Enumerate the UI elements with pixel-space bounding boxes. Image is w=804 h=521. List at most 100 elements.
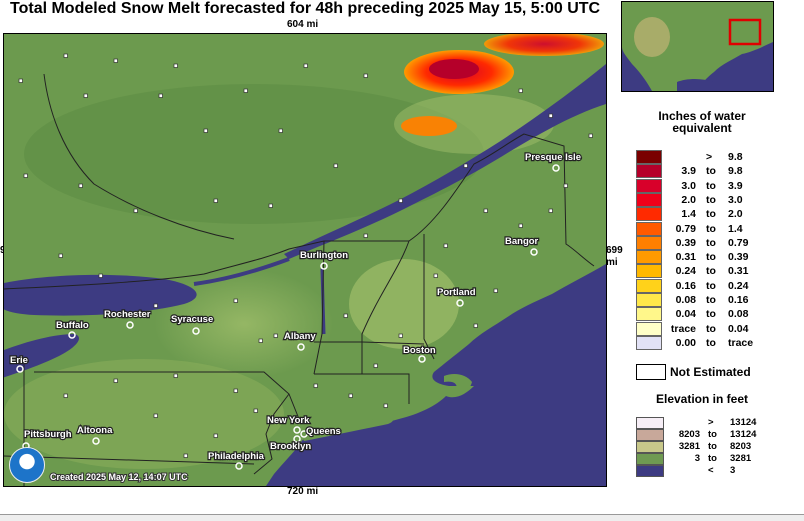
not-estimated-label: Not Estimated [670, 365, 751, 379]
legend-swatch [636, 164, 662, 179]
station-marker [23, 173, 28, 178]
snow-melt-map[interactable]: Presque Isle Bangor Burlington Portland … [3, 33, 607, 487]
station-marker [78, 183, 83, 188]
elevation-row: >13124 [636, 417, 804, 429]
locator-inset-map [621, 1, 774, 92]
station-marker [158, 93, 163, 98]
legend-row: 0.31 to 0.39 [636, 250, 804, 265]
station-marker [548, 208, 553, 213]
elevation-high-value: 13124 [730, 417, 757, 428]
st-lawrence-river [284, 64, 606, 259]
city-dot-new-york [293, 426, 301, 434]
station-marker [588, 133, 593, 138]
ny-vt-border [313, 240, 325, 375]
station-marker [313, 383, 318, 388]
inset-region-box [728, 18, 762, 46]
station-marker [83, 93, 88, 98]
legend-low-value: trace [670, 322, 696, 335]
station-marker [203, 128, 208, 133]
legend-swatch [636, 192, 662, 207]
legend-separator: to [706, 179, 716, 192]
right-distance-label: 699 mi [606, 245, 623, 268]
vt-nh-border [361, 240, 410, 374]
station-marker [363, 73, 368, 78]
legend-swatch [636, 278, 662, 293]
station-marker [518, 223, 523, 228]
snowmelt-patch-laurentides [401, 116, 457, 136]
nh-me-border [423, 234, 435, 360]
legend-row: trace to 0.04 [636, 321, 804, 336]
legend-low-value: 0.08 [675, 294, 696, 306]
map-title: Total Modeled Snow Melt forecasted for 4… [10, 0, 601, 17]
station-marker [483, 208, 488, 213]
station-marker [343, 313, 348, 318]
legend-separator: to [706, 222, 716, 235]
legend-high-value: 3.0 [728, 193, 743, 206]
elevation-high-value: 13124 [730, 429, 757, 440]
elevation-separator: > [708, 417, 714, 428]
station-marker [278, 128, 283, 133]
bottom-distance-label: 720 mi [287, 486, 319, 497]
city-label-buffalo: Buffalo [56, 320, 89, 331]
elevation-low-value: 8203 [678, 429, 700, 440]
station-marker [373, 363, 378, 368]
station-marker [113, 58, 118, 63]
legend-low-value: 2.0 [681, 193, 696, 206]
station-marker [383, 403, 388, 408]
city-label-boston: Boston [403, 345, 436, 356]
station-marker [98, 273, 103, 278]
legend-row: 0.08 to 0.16 [636, 293, 804, 307]
elevation-separator: to [708, 453, 717, 464]
station-marker [303, 63, 308, 68]
lake-ontario [4, 274, 197, 316]
legend-low-value: 3.0 [681, 179, 696, 192]
elevation-legend-title: Elevation in feet [655, 392, 749, 406]
inset-canvas [622, 2, 773, 91]
city-dot-presque-isle [552, 164, 560, 172]
city-label-new-york: New York [267, 415, 310, 426]
station-marker [253, 408, 258, 413]
elevation-swatch [636, 441, 664, 453]
city-dot-philadelphia [235, 462, 243, 470]
city-label-rochester: Rochester [104, 309, 151, 320]
elevation-separator: to [708, 429, 717, 440]
long-island [300, 417, 393, 441]
quebec-ontario-border [43, 73, 235, 240]
legend-low-value: 0.31 [675, 251, 696, 264]
legend-swatch [636, 335, 662, 350]
legend-swatch [636, 264, 662, 279]
legend-separator: to [706, 208, 716, 221]
us-canada-border [4, 133, 595, 290]
legend-high-value: 9.8 [728, 165, 743, 178]
legend-low-value: 0.16 [675, 279, 696, 292]
legend-swatch [636, 293, 662, 307]
station-marker [398, 198, 403, 203]
city-label-portland: Portland [437, 287, 476, 298]
legend-title: Inches of water equivalent [632, 110, 772, 134]
legend-separator: to [706, 279, 716, 292]
legend-separator: > [706, 151, 713, 163]
legend-swatch [636, 221, 662, 236]
legend-separator: to [706, 193, 716, 206]
ct-ri-border [314, 373, 410, 404]
legend-high-value: 2.0 [728, 208, 743, 221]
elevation-row: 8203 to 13124 [636, 429, 804, 441]
legend-separator: to [706, 236, 716, 249]
legend-swatch [636, 235, 662, 250]
elevation-low-value: 3281 [678, 441, 700, 452]
legend-separator: to [706, 265, 716, 278]
legend-low-value: 3.9 [681, 165, 696, 178]
legend-high-value: 0.39 [728, 251, 749, 264]
station-marker [173, 373, 178, 378]
legend-separator: to [706, 294, 716, 306]
legend-swatch [636, 250, 662, 265]
legend-row: 2.0 to 3.0 [636, 192, 804, 207]
legend-swatch [636, 321, 662, 336]
legend-low-value: 0.39 [675, 236, 696, 249]
bottom-scroll-bar[interactable] [0, 514, 804, 521]
station-marker [58, 253, 63, 258]
city-label-presque-isle: Presque Isle [525, 152, 581, 163]
station-marker [348, 393, 353, 398]
elevation-separator: to [708, 441, 717, 452]
elevation-high-value: 3281 [730, 453, 752, 464]
